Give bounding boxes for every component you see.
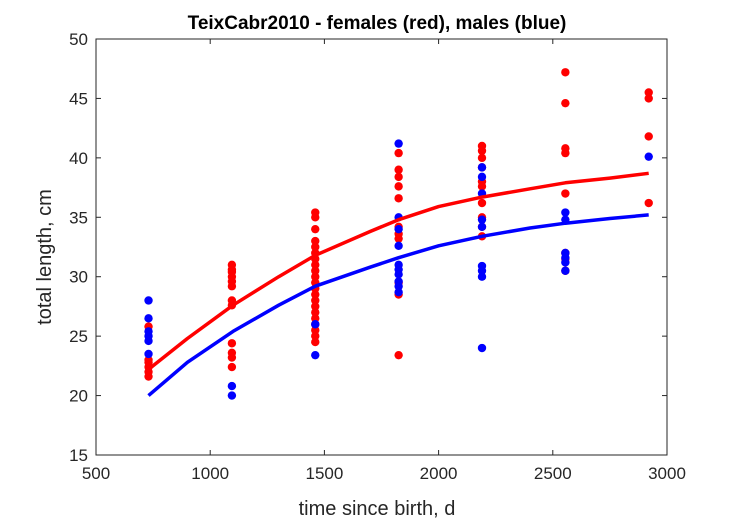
data-point [477, 141, 487, 151]
data-point [227, 260, 237, 270]
data-point [311, 272, 320, 281]
y-axis-label: total length, cm [34, 189, 56, 325]
data-point [561, 189, 570, 198]
data-point [394, 165, 403, 174]
data-point [477, 163, 487, 172]
data-point [311, 302, 320, 311]
x-tick-label: 1500 [305, 464, 343, 483]
data-point [311, 308, 320, 317]
axes-box [95, 38, 668, 456]
data-point [227, 381, 237, 391]
data-point [144, 296, 153, 305]
data-point [394, 287, 403, 297]
data-point [477, 198, 487, 208]
data-point [394, 350, 403, 360]
y-tick-label: 30 [69, 268, 88, 287]
data-point [644, 132, 653, 141]
data-point [477, 153, 487, 163]
data-point [311, 296, 320, 305]
data-point [477, 261, 487, 271]
x-axis-label: time since birth, d [299, 498, 456, 520]
data-point [477, 272, 487, 281]
data-point [394, 260, 403, 270]
data-point [477, 172, 487, 182]
y-tick-label: 35 [69, 208, 88, 227]
data-point [227, 391, 237, 400]
x-tick-label: 500 [82, 464, 110, 483]
fit-curve [147, 213, 649, 397]
data-point [311, 337, 320, 347]
data-point [644, 152, 653, 161]
data-point [227, 339, 237, 348]
fit-curve [147, 171, 649, 371]
data-point [477, 215, 487, 224]
data-point [561, 98, 570, 108]
data-point [644, 198, 653, 208]
data-point [311, 236, 320, 246]
data-point [311, 260, 320, 270]
chart-title: TeixCabr2010 - females (red), males (blu… [188, 13, 567, 34]
y-tick-label: 40 [69, 149, 88, 168]
data-point [144, 327, 153, 336]
data-point [311, 224, 320, 234]
x-tick-label: 2500 [534, 464, 572, 483]
data-point [311, 350, 320, 360]
data-point [394, 194, 403, 203]
y-tick-label: 25 [69, 327, 88, 346]
y-tick-label: 20 [69, 387, 88, 406]
data-point [394, 277, 403, 286]
plot-area: 500 1000 1500 2000 2500 3000 15 20 25 30 35 40 45 50 [69, 30, 686, 483]
data-point [311, 314, 320, 323]
data-point [561, 68, 570, 77]
data-point [311, 320, 320, 329]
data-point [144, 314, 153, 323]
x-tick-label: 1000 [191, 464, 229, 483]
data-point [644, 88, 653, 97]
data-point [144, 355, 153, 365]
data-point [227, 348, 237, 357]
data-point [394, 224, 403, 234]
data-point [311, 208, 320, 217]
data-point [394, 139, 403, 148]
data-point [477, 222, 487, 231]
data-point [311, 242, 320, 252]
data-point [144, 349, 153, 359]
data-point [561, 266, 570, 275]
data-point [311, 331, 320, 341]
data-point [394, 182, 403, 191]
data-point [394, 172, 403, 182]
y-tick-label: 45 [69, 89, 88, 108]
data-point [311, 266, 320, 275]
data-point [311, 290, 320, 299]
data-point [227, 362, 237, 372]
data-point [561, 248, 570, 258]
data-point [644, 94, 653, 103]
x-tick-label: 3000 [648, 464, 686, 483]
data-point [394, 241, 403, 251]
x-tick-label: 2000 [420, 464, 458, 483]
data-point [561, 208, 570, 217]
y-tick-label: 15 [69, 446, 88, 465]
data-point [311, 326, 320, 335]
data-point [561, 144, 570, 153]
y-tick-label: 50 [69, 30, 88, 49]
data-point [394, 148, 403, 158]
data-point [477, 343, 487, 353]
